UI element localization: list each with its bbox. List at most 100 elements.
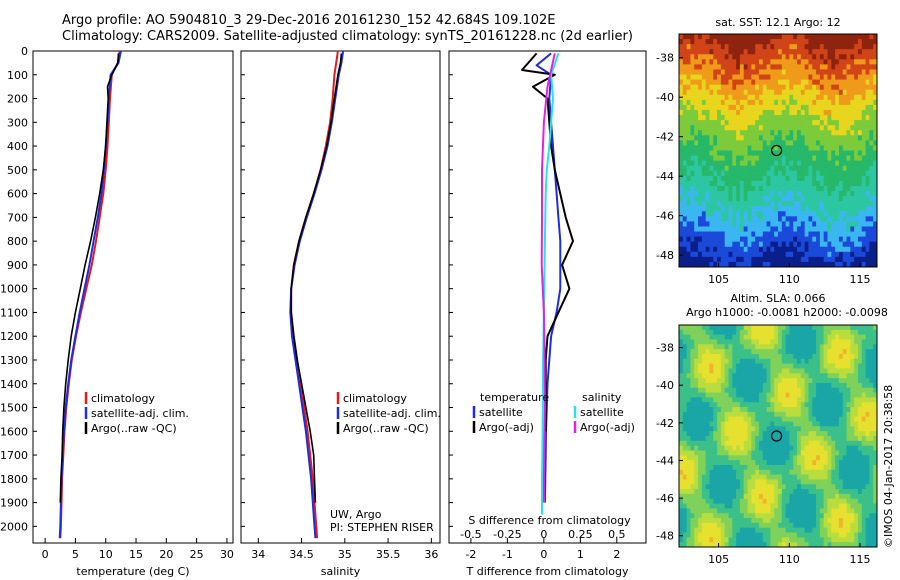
sst-map-cell bbox=[724, 170, 729, 177]
sla-map-cell bbox=[831, 407, 836, 413]
sla-map-cell bbox=[705, 513, 710, 519]
sla-map-cell bbox=[774, 339, 779, 345]
sst-map-cell bbox=[751, 54, 756, 60]
sla-map-cell bbox=[869, 373, 874, 379]
sst-map-cell bbox=[861, 94, 867, 101]
sst-map-cell bbox=[869, 150, 874, 157]
sla-map-cell bbox=[720, 542, 726, 548]
sst-map-cell bbox=[873, 115, 878, 121]
sst-map-cell bbox=[778, 89, 783, 96]
sla-map-cell bbox=[789, 455, 794, 461]
sst-map-cell bbox=[873, 251, 878, 258]
sla-map-cell bbox=[838, 353, 844, 360]
sst-map-cell bbox=[774, 94, 779, 101]
sst-map-cell bbox=[694, 49, 699, 55]
sla-map-cell bbox=[762, 339, 768, 345]
sla-map-cell bbox=[819, 387, 825, 394]
sst-map-cell bbox=[838, 125, 844, 131]
sst-map-cell bbox=[732, 185, 737, 192]
sla-map-cell bbox=[698, 464, 703, 471]
sst-map-cell bbox=[793, 130, 798, 136]
sst-map-cell bbox=[774, 155, 779, 162]
sla-map-cell bbox=[766, 484, 771, 490]
sla-map-cell bbox=[747, 397, 752, 403]
sst-map-cell bbox=[854, 201, 859, 207]
sst-map-cell bbox=[827, 84, 832, 91]
sla-map-cell bbox=[747, 493, 752, 500]
sst-map-cell bbox=[679, 160, 684, 167]
sst-map-cell bbox=[758, 109, 764, 116]
sst-map-cell bbox=[857, 206, 863, 212]
sla-map-cell bbox=[762, 474, 768, 480]
sla-map-cell bbox=[743, 402, 749, 408]
sla-map-cell bbox=[713, 436, 718, 442]
sla-map-cell bbox=[679, 426, 684, 432]
sla-map-cell bbox=[682, 455, 688, 461]
sst-map-cell bbox=[774, 54, 779, 60]
sst-map-cell bbox=[701, 54, 707, 60]
sla-map-cell bbox=[732, 382, 737, 389]
sla-map-cell bbox=[857, 484, 863, 490]
sst-map-cell bbox=[682, 135, 688, 141]
sst-map-cell bbox=[717, 261, 722, 268]
sst-map-cell bbox=[873, 69, 878, 76]
sst-map-cell bbox=[861, 74, 867, 81]
sla-map-cell bbox=[682, 344, 688, 350]
sla-map-cell bbox=[831, 397, 836, 403]
sla-map-cell bbox=[781, 387, 787, 394]
sla-map-cell bbox=[842, 455, 848, 461]
sst-map-cell bbox=[770, 165, 775, 172]
sst-map-cell bbox=[869, 115, 874, 121]
sla-map-cell bbox=[705, 421, 710, 427]
sst-map-cell bbox=[717, 94, 722, 101]
sst-map-cell bbox=[816, 44, 821, 50]
sst-map-cell bbox=[823, 185, 828, 192]
sla-map-cell bbox=[766, 537, 771, 543]
sla-map-cell bbox=[838, 358, 844, 365]
sla-map-cell bbox=[842, 460, 848, 466]
sla-map-cell bbox=[800, 387, 806, 394]
sst-map-cell bbox=[808, 185, 813, 192]
sst-map-cell bbox=[823, 120, 828, 126]
sst-map-cell bbox=[781, 89, 787, 96]
sla-map-cell bbox=[739, 436, 745, 442]
sla-map-cell bbox=[728, 513, 733, 519]
sst-map-cell bbox=[724, 165, 729, 172]
sla-map-cell bbox=[819, 392, 825, 398]
sla-map-cell bbox=[770, 508, 775, 514]
sla-map-cell bbox=[690, 450, 695, 456]
sst-map-cell bbox=[838, 256, 844, 263]
sla-map-cell bbox=[713, 344, 718, 350]
sst-map-cell bbox=[766, 140, 771, 146]
sst-map-cell bbox=[690, 226, 695, 233]
sla-map-cell bbox=[690, 542, 695, 548]
sst-map-cell bbox=[751, 180, 756, 187]
sla-map-cell bbox=[720, 522, 726, 529]
sla-map-cell bbox=[713, 527, 718, 534]
salinity-diff-tick-label: -0.5 bbox=[460, 528, 481, 541]
sla-map-cell bbox=[873, 469, 878, 476]
sst-map-cell bbox=[698, 104, 703, 111]
sla-map-cell bbox=[758, 498, 764, 505]
sla-map-cell bbox=[686, 397, 691, 403]
sla-map-cell bbox=[838, 368, 844, 374]
sla-map-cell bbox=[778, 460, 783, 466]
sst-map-cell bbox=[800, 94, 806, 101]
sla-map-cell bbox=[789, 479, 794, 485]
sst-map-cell bbox=[717, 201, 722, 207]
sst-map-cell bbox=[751, 79, 756, 86]
sla-map-cell bbox=[797, 518, 802, 524]
sst-map-cell bbox=[720, 125, 726, 131]
sla-map-cell bbox=[717, 334, 722, 340]
sla-map-cell bbox=[762, 402, 768, 408]
sst-map-cell bbox=[842, 74, 848, 81]
sla-map-cell bbox=[865, 484, 870, 490]
sst-map-cell bbox=[724, 185, 729, 192]
sla-map-cell bbox=[823, 431, 828, 437]
sla-map-cell bbox=[743, 450, 749, 456]
sla-map-cell bbox=[808, 387, 813, 394]
sla-map-cell bbox=[747, 445, 752, 451]
sst-map-cell bbox=[797, 64, 802, 70]
sst-map-cell bbox=[732, 155, 737, 162]
sst-map-cell bbox=[869, 165, 874, 172]
